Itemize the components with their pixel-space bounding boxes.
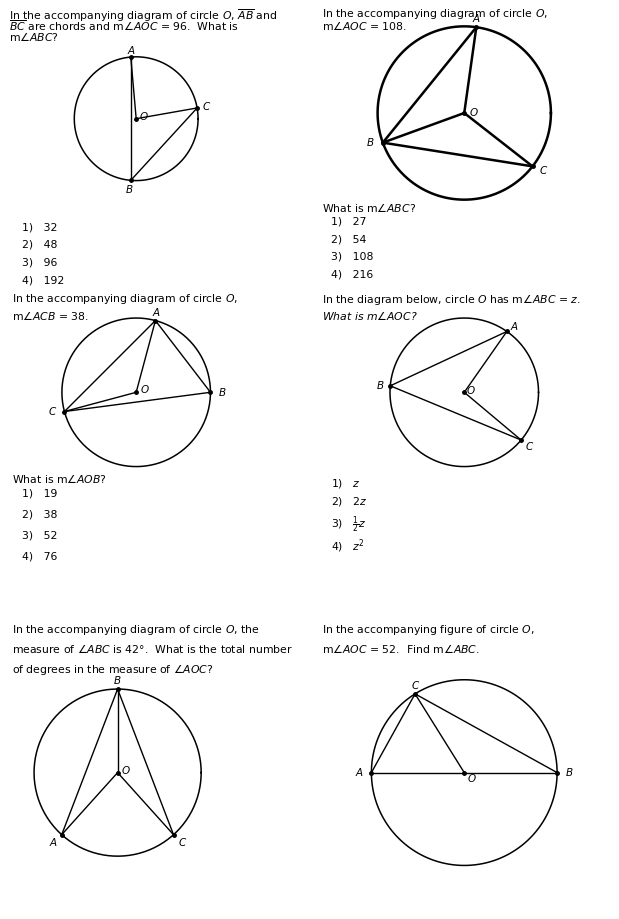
Text: C: C bbox=[526, 442, 532, 452]
Text: O: O bbox=[469, 108, 478, 119]
Text: A: A bbox=[511, 322, 518, 332]
Text: B: B bbox=[366, 138, 373, 148]
Text: O: O bbox=[121, 765, 129, 775]
Text: 4)   216: 4) 216 bbox=[331, 269, 373, 279]
Text: B: B bbox=[566, 767, 573, 777]
Text: of degrees in the measure of $\angle AOC$?: of degrees in the measure of $\angle AOC… bbox=[12, 662, 214, 676]
Text: C: C bbox=[178, 836, 186, 846]
Text: 3)   96: 3) 96 bbox=[22, 257, 57, 267]
Text: measure of $\angle ABC$ is 42°.  What is the total number: measure of $\angle ABC$ is 42°. What is … bbox=[12, 641, 293, 654]
Text: 1)   27: 1) 27 bbox=[331, 216, 366, 226]
Text: 3)   $\frac{1}{2}z$: 3) $\frac{1}{2}z$ bbox=[331, 514, 367, 535]
Text: 2)   38: 2) 38 bbox=[22, 509, 57, 519]
Text: In the accompanying diagram of circle $O$, $\overline{AB}$ and: In the accompanying diagram of circle $O… bbox=[9, 7, 278, 24]
Text: B: B bbox=[377, 380, 384, 391]
Text: 1)   19: 1) 19 bbox=[22, 488, 57, 498]
Text: 1)   $z$: 1) $z$ bbox=[331, 477, 361, 490]
Text: 3)   52: 3) 52 bbox=[22, 530, 57, 539]
Text: 2)   48: 2) 48 bbox=[22, 240, 57, 250]
Text: 4)   76: 4) 76 bbox=[22, 550, 57, 561]
Text: $\overline{BC}$ are chords and m$\angle AOC$ = 96.  What is: $\overline{BC}$ are chords and m$\angle … bbox=[9, 18, 240, 33]
Text: C: C bbox=[540, 166, 547, 176]
Text: A: A bbox=[152, 308, 160, 318]
Text: 2)   $2z$: 2) $2z$ bbox=[331, 494, 368, 508]
Text: A: A bbox=[50, 836, 56, 846]
Text: In the accompanying figure of circle $O$,: In the accompanying figure of circle $O$… bbox=[322, 622, 535, 636]
Text: m$\angle AOC$ = 108.: m$\angle AOC$ = 108. bbox=[322, 18, 407, 31]
Text: What is m$\angle AOB$?: What is m$\angle AOB$? bbox=[12, 471, 107, 484]
Text: C: C bbox=[49, 406, 56, 416]
Text: O: O bbox=[140, 385, 149, 395]
Text: 1)   32: 1) 32 bbox=[22, 222, 57, 232]
Text: In the accompanying diagram of circle $O$, the: In the accompanying diagram of circle $O… bbox=[12, 622, 261, 636]
Text: What is $m\angle AOC$?: What is $m\angle AOC$? bbox=[322, 309, 418, 322]
Text: A: A bbox=[128, 46, 134, 56]
Text: 4)   192: 4) 192 bbox=[22, 275, 64, 285]
Text: In the accompanying diagram of circle $O$,: In the accompanying diagram of circle $O… bbox=[322, 7, 548, 21]
Text: B: B bbox=[219, 387, 226, 397]
Text: C: C bbox=[202, 102, 209, 112]
Text: 4)   $z^2$: 4) $z^2$ bbox=[331, 537, 365, 554]
Text: A: A bbox=[473, 14, 480, 24]
Text: m$\angle ABC$?: m$\angle ABC$? bbox=[9, 30, 59, 43]
Text: m$\angle AOC$ = 52.  Find m$\angle ABC$.: m$\angle AOC$ = 52. Find m$\angle ABC$. bbox=[322, 641, 480, 654]
Text: O: O bbox=[467, 385, 475, 395]
Text: What is m$\angle ABC$?: What is m$\angle ABC$? bbox=[322, 200, 416, 214]
Text: In the diagram below, circle $O$ has m$\angle ABC$ = $z$.: In the diagram below, circle $O$ has m$\… bbox=[322, 292, 581, 307]
Text: In the accompanying diagram of circle $O$,: In the accompanying diagram of circle $O… bbox=[12, 292, 238, 306]
Text: C: C bbox=[412, 680, 419, 690]
Text: B: B bbox=[113, 675, 121, 686]
Text: m$\angle ACB$ = 38.: m$\angle ACB$ = 38. bbox=[12, 309, 89, 322]
Text: A: A bbox=[355, 767, 363, 777]
Text: 2)   54: 2) 54 bbox=[331, 234, 366, 244]
Text: O: O bbox=[468, 773, 476, 783]
Text: 3)   108: 3) 108 bbox=[331, 252, 373, 262]
Text: O: O bbox=[140, 112, 148, 122]
Text: B: B bbox=[126, 185, 133, 195]
